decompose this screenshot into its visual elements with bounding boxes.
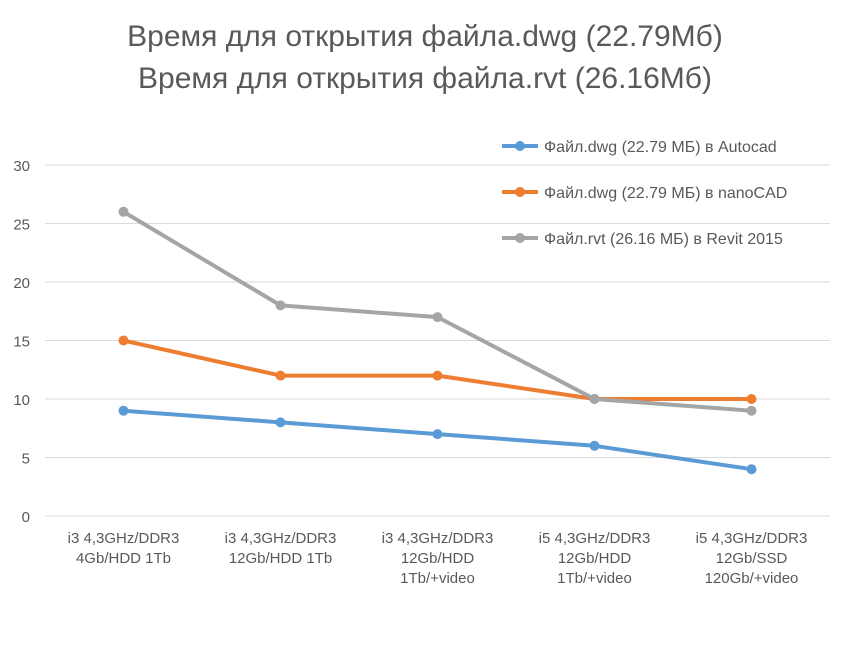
data-point (746, 464, 757, 475)
chart-title-line-1: Время для открытия файла.dwg (22.79Мб) (127, 20, 723, 53)
legend-marker (515, 187, 525, 197)
x-tick-label: i3 4,3GHz/DDR3 4Gb/HDD 1Tb (68, 530, 180, 567)
legend-label: Файл.dwg (22.79 МБ) в Autocad (544, 139, 777, 156)
data-point (118, 405, 129, 416)
y-tick-label: 30 (13, 158, 30, 175)
series-lines (118, 206, 757, 475)
data-point (275, 370, 286, 381)
legend: Файл.dwg (22.79 МБ) в Autocad Файл.dwg (2… (502, 139, 787, 248)
y-tick-label: 0 (22, 509, 30, 526)
x-tick-label: i3 4,3GHz/DDR3 12Gb/HDD 1Tb/+video (382, 530, 494, 587)
series-line-1 (121, 408, 754, 472)
y-tick-label: 5 (22, 451, 30, 468)
axes: 0 5 10 15 20 25 30 i3 4,3GHz/DDR3 4Gb/HDD 1Tb i3 … (13, 158, 830, 587)
data-point (589, 394, 600, 404)
y-tick-label: 15 (13, 334, 30, 351)
chart-title-line-2: Время для открытия файла.rvt (26.16Мб) (138, 62, 712, 95)
x-tick-label: i5 4,3GHz/DDR3 12Gb/HDD 1Tb/+video (539, 530, 651, 587)
data-point (432, 370, 443, 381)
data-point (589, 440, 600, 451)
legend-label: Файл.dwg (22.79 МБ) в nanoCAD (544, 185, 787, 202)
data-point (275, 300, 286, 311)
series-line-2 (121, 338, 754, 401)
data-point (118, 335, 129, 346)
data-point (746, 394, 757, 404)
y-tick-label: 10 (13, 392, 30, 409)
x-tick-label: i3 4,3GHz/DDR3 12Gb/HDD 1Tb (225, 530, 337, 567)
data-point (432, 429, 443, 440)
x-tick-label: i5 4,3GHz/DDR3 12Gb/SSD 120Gb/+video (696, 530, 808, 587)
data-point (275, 417, 286, 428)
data-point (118, 206, 129, 217)
data-point (746, 405, 757, 416)
legend-marker (515, 233, 525, 243)
y-tick-label: 25 (13, 217, 30, 234)
data-point (432, 312, 443, 323)
legend-label: Файл.rvt (26.16 МБ) в Revit 2015 (544, 231, 783, 248)
legend-marker (515, 141, 525, 151)
gridlines (45, 164, 830, 458)
y-tick-label: 20 (13, 275, 30, 292)
